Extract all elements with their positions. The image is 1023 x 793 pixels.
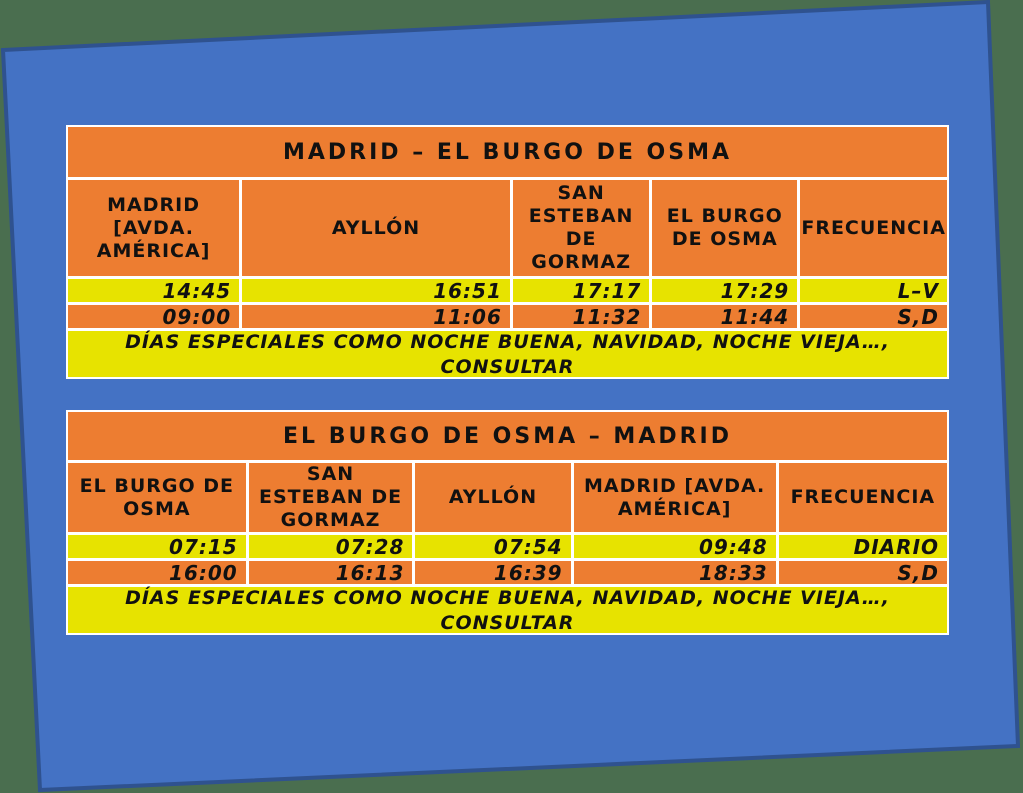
table-row: 16:00 16:13 16:39 18:33 S,D	[68, 561, 948, 585]
time-cell: 17:29	[652, 279, 798, 303]
timetable-el-burgo-to-madrid: EL BURGO DE OSMA – MADRID EL BURGO DE OS…	[66, 410, 949, 635]
table-title: EL BURGO DE OSMA – MADRID	[68, 412, 947, 460]
frequency-cell: S,D	[800, 305, 947, 329]
time-cell: 18:33	[573, 561, 776, 585]
table-row: 14:45 16:51 17:17 17:29 L–V	[68, 279, 947, 303]
note-line-1: DÍAS ESPECIALES COMO NOCHE BUENA, NAVIDA…	[125, 586, 890, 609]
column-header-san-esteban: SAN ESTEBAN DE GORMAZ	[248, 463, 413, 532]
time-cell: 14:45	[68, 279, 240, 303]
column-header-el-burgo: EL BURGO DE OSMA	[652, 180, 798, 276]
column-header-ayllon: AYLLÓN	[242, 180, 510, 276]
time-cell: 11:06	[242, 305, 510, 329]
column-header-san-esteban: SAN ESTEBAN DE GORMAZ	[512, 180, 650, 276]
column-header-frecuencia: FRECUENCIA	[778, 463, 948, 532]
header-row: MADRID [AVDA. AMÉRICA] AYLLÓN SAN ESTEBA…	[68, 180, 947, 276]
frequency-cell: L–V	[800, 279, 947, 303]
time-cell: 09:48	[573, 535, 776, 559]
time-cell: 07:15	[68, 535, 246, 559]
note-line-2: CONSULTAR	[440, 355, 575, 378]
time-cell: 16:13	[248, 561, 413, 585]
table-row: 07:15 07:28 07:54 09:48 DIARIO	[68, 535, 948, 559]
special-days-note: DÍAS ESPECIALES COMO NOCHE BUENA, NAVIDA…	[68, 330, 947, 378]
table-title: MADRID – EL BURGO DE OSMA	[68, 127, 947, 177]
column-header-madrid: MADRID [AVDA. AMÉRICA]	[573, 463, 776, 532]
note-line-2: CONSULTAR	[440, 611, 575, 634]
column-header-madrid: MADRID [AVDA. AMÉRICA]	[68, 180, 240, 276]
time-cell: 16:39	[415, 561, 571, 585]
special-days-note: DÍAS ESPECIALES COMO NOCHE BUENA, NAVIDA…	[68, 586, 947, 634]
frequency-cell: S,D	[778, 561, 948, 585]
time-cell: 09:00	[68, 305, 240, 329]
timetable-madrid-to-el-burgo: MADRID – EL BURGO DE OSMA MADRID [AVDA. …	[66, 125, 949, 379]
column-header-frecuencia: FRECUENCIA	[800, 180, 947, 276]
header-row: EL BURGO DE OSMA SAN ESTEBAN DE GORMAZ A…	[68, 463, 948, 532]
time-cell: 11:44	[652, 305, 798, 329]
time-cell: 16:51	[242, 279, 510, 303]
column-header-ayllon: AYLLÓN	[415, 463, 571, 532]
time-cell: 11:32	[512, 305, 650, 329]
time-cell: 16:00	[68, 561, 246, 585]
table-row: 09:00 11:06 11:32 11:44 S,D	[68, 305, 947, 329]
time-cell: 07:28	[248, 535, 413, 559]
time-cell: 07:54	[415, 535, 571, 559]
frequency-cell: DIARIO	[778, 535, 948, 559]
note-line-1: DÍAS ESPECIALES COMO NOCHE BUENA, NAVIDA…	[125, 330, 890, 353]
time-cell: 17:17	[512, 279, 650, 303]
column-header-el-burgo: EL BURGO DE OSMA	[68, 463, 246, 532]
